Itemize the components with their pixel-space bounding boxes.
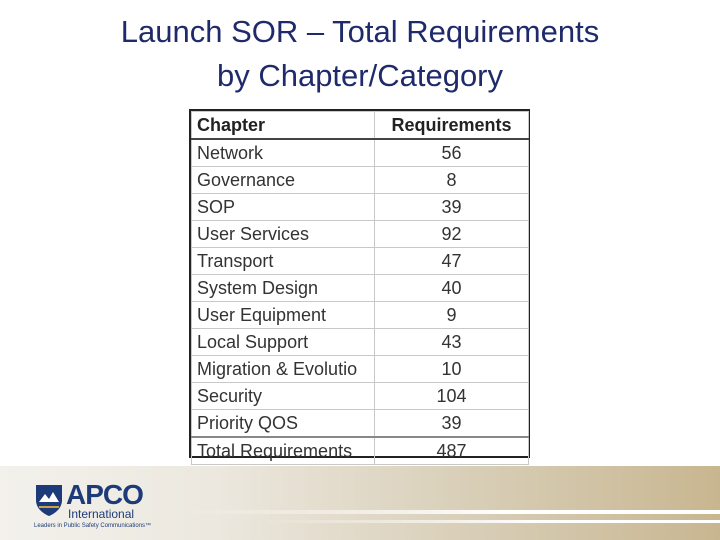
chapter-cell: Network: [191, 138, 375, 167]
table-total-row: Total Requirements 487: [191, 436, 529, 465]
chapter-cell: Local Support: [191, 328, 375, 356]
footer-band: [0, 466, 720, 540]
requirements-cell: 9: [374, 301, 529, 329]
table-row: Security 104: [191, 382, 529, 410]
requirements-cell: 39: [374, 409, 529, 438]
chapter-cell: Transport: [191, 247, 375, 275]
requirements-cell: 47: [374, 247, 529, 275]
title-line-2: by Chapter/Category: [216, 58, 504, 93]
table-row: Migration & Evolutio 10: [191, 355, 529, 383]
chapter-cell: User Equipment: [191, 301, 375, 329]
chapter-cell: Security: [191, 382, 375, 410]
header-chapter: Chapter: [191, 111, 375, 140]
header-requirements: Requirements: [374, 111, 529, 140]
requirements-cell: 40: [374, 274, 529, 302]
table-row: Local Support 43: [191, 328, 529, 356]
chapter-cell: Priority QOS: [191, 409, 375, 438]
requirements-cell: 8: [374, 166, 529, 194]
chapter-cell: SOP: [191, 193, 375, 221]
table-row: User Equipment 9: [191, 301, 529, 329]
logo-subtitle: International: [68, 507, 135, 521]
requirements-cell: 104: [374, 382, 529, 410]
footer-stripe: [260, 520, 720, 523]
logo-wordmark: APCO: [66, 479, 144, 510]
logo-tagline: Leaders in Public Safety Communications™: [34, 523, 152, 529]
requirements-cell: 43: [374, 328, 529, 356]
table-row: SOP 39: [191, 193, 529, 221]
chapter-cell: Total Requirements: [191, 436, 375, 465]
requirements-cell: 92: [374, 220, 529, 248]
table-row: Priority QOS 39: [191, 409, 529, 438]
table-row: System Design 40: [191, 274, 529, 302]
title-line-1: Launch SOR – Total Requirements: [120, 14, 600, 49]
chapter-cell: User Services: [191, 220, 375, 248]
table-row: Governance 8: [191, 166, 529, 194]
chapter-cell: Migration & Evolutio: [191, 355, 375, 383]
table-row: User Services 92: [191, 220, 529, 248]
requirements-cell: 10: [374, 355, 529, 383]
requirements-cell: 487: [374, 436, 529, 465]
chapter-cell: System Design: [191, 274, 375, 302]
apco-logo: APCO International Leaders in Public Saf…: [34, 480, 194, 530]
table-row: Network 56: [191, 138, 529, 167]
footer-stripe: [180, 510, 720, 514]
table-header-row: Chapter Requirements: [191, 111, 529, 140]
table-row: Transport 47: [191, 247, 529, 275]
requirements-table: Chapter Requirements Network 56 Governan…: [191, 111, 529, 465]
requirements-table-frame: Chapter Requirements Network 56 Governan…: [189, 109, 530, 465]
slide-title: Launch SOR – Total Requirements by Chapt…: [0, 10, 720, 98]
chapter-cell: Governance: [191, 166, 375, 194]
requirements-cell: 39: [374, 193, 529, 221]
requirements-cell: 56: [374, 138, 529, 167]
shield-icon: [36, 485, 62, 516]
